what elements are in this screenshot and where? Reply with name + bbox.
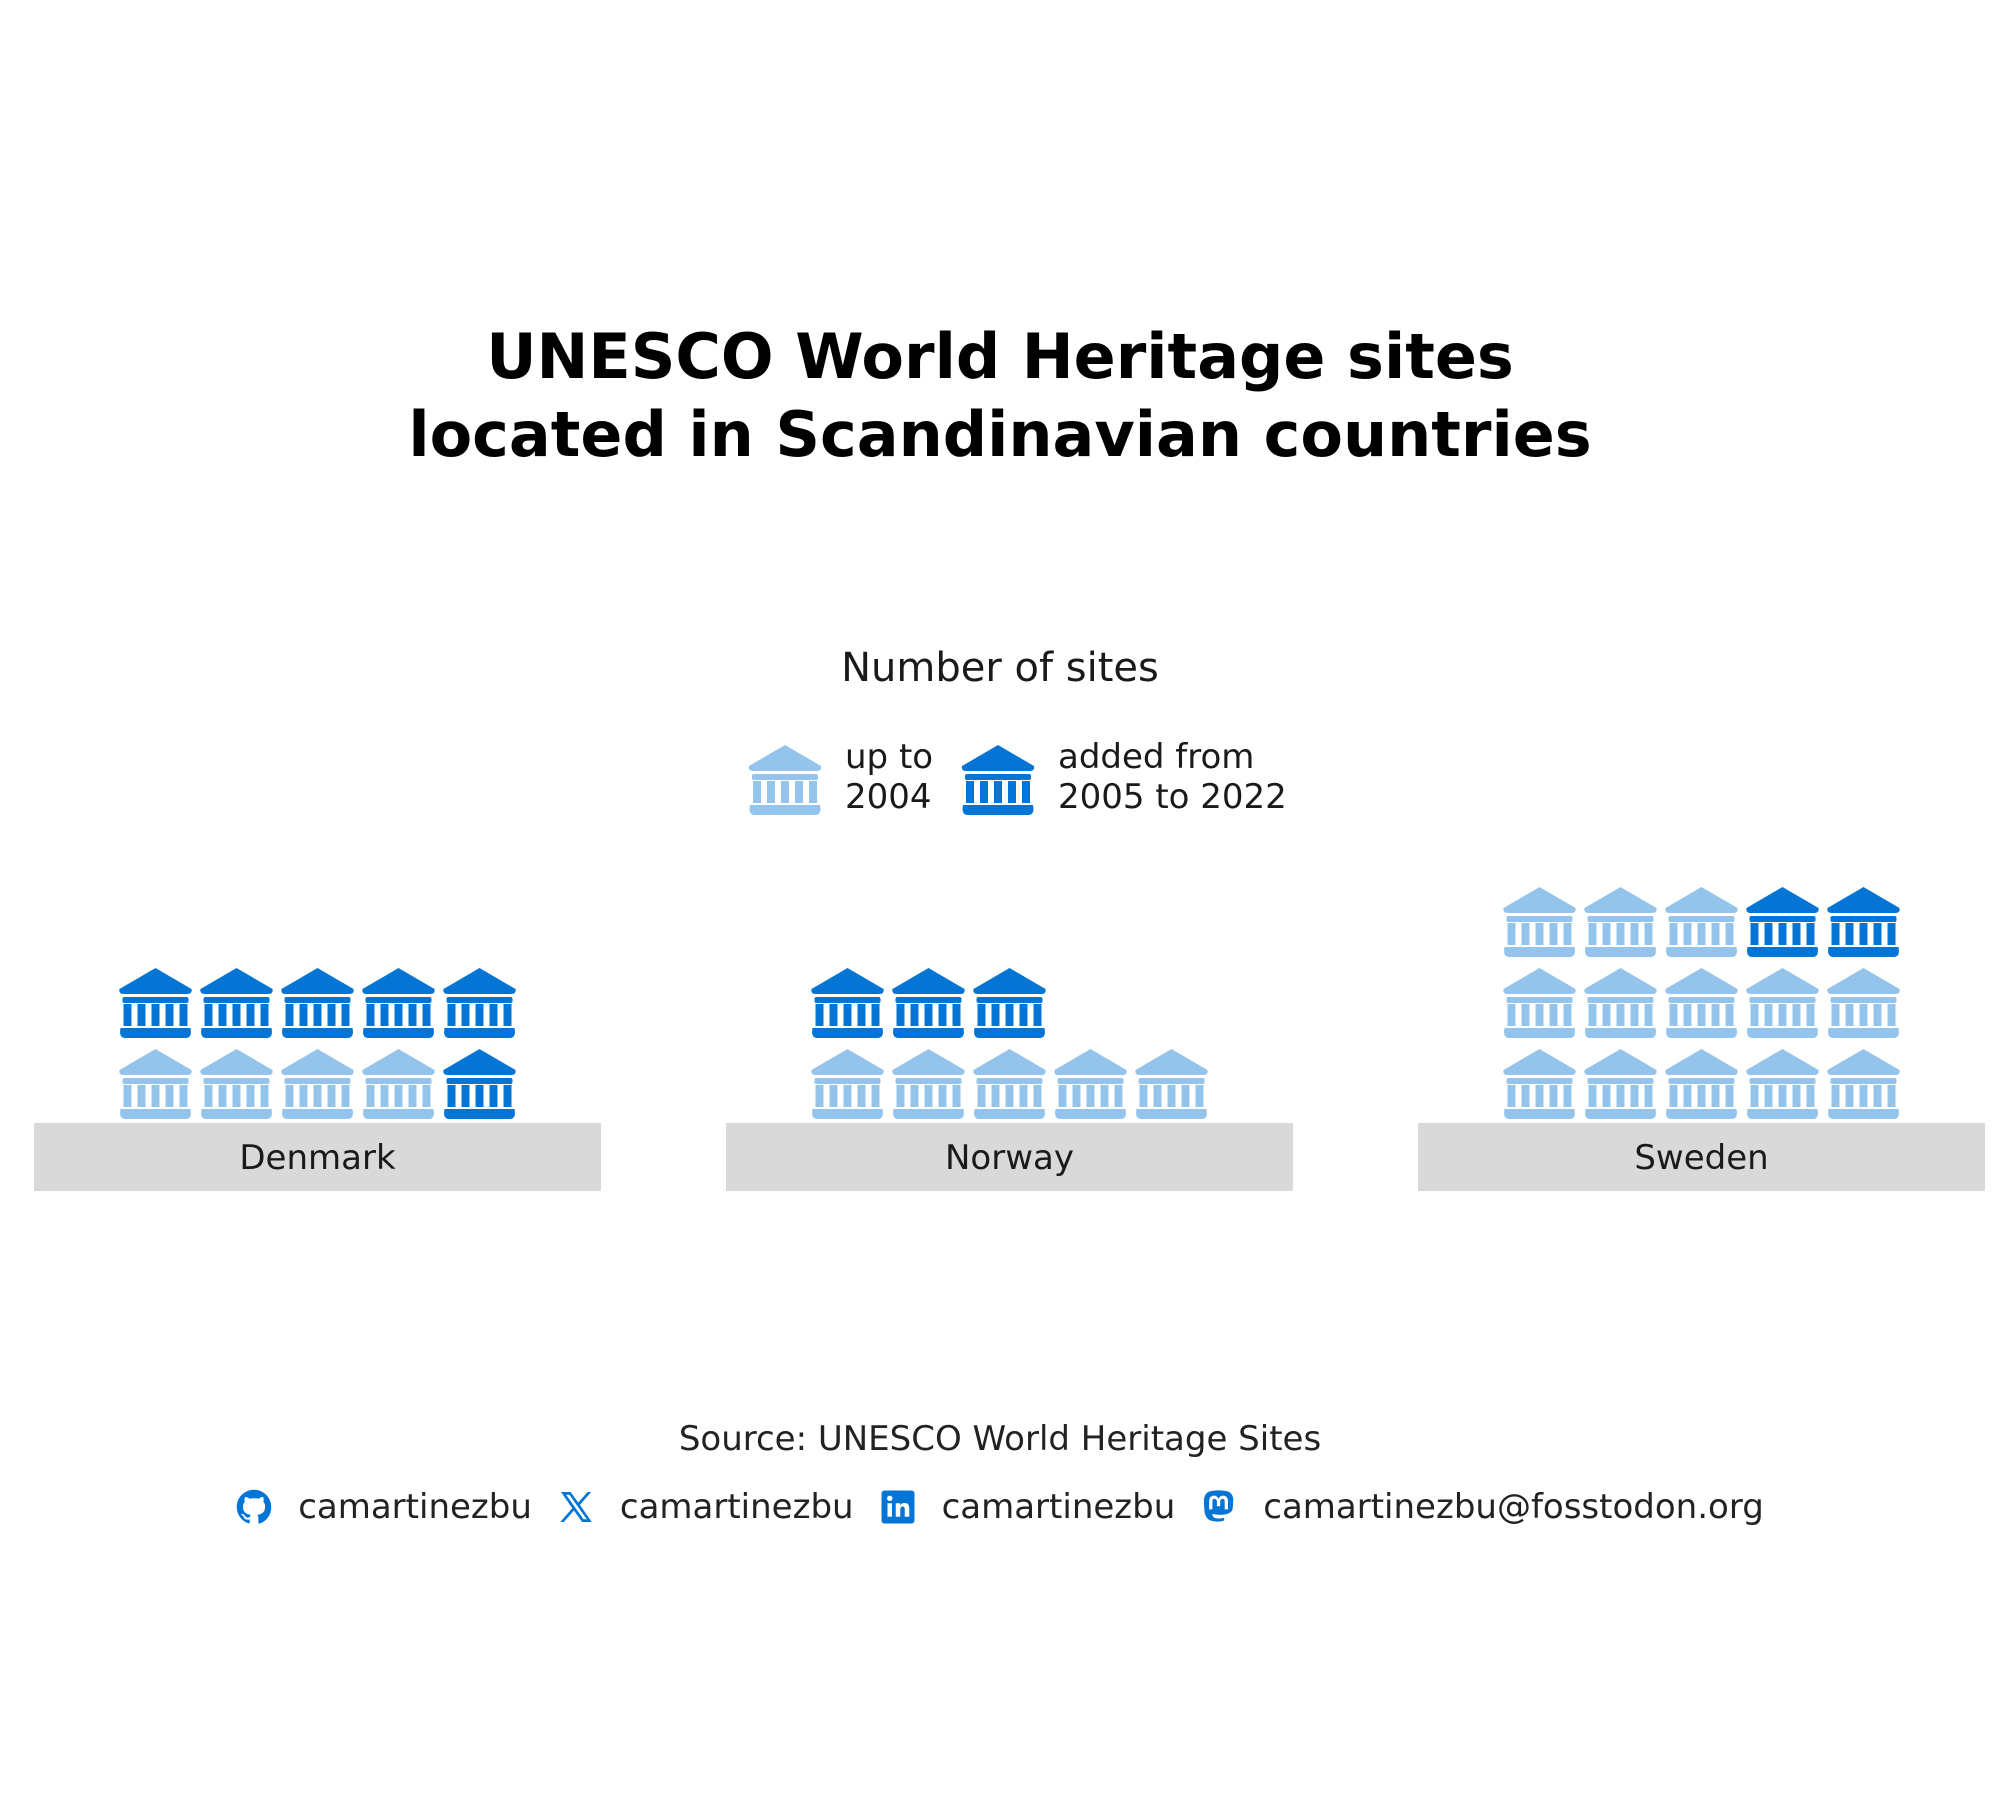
site-icon-sweden-4 — [1746, 1049, 1819, 1119]
legend-title: Number of sites — [841, 645, 1159, 691]
chart-title: UNESCO World Heritage sites located in S… — [0, 318, 2000, 474]
legend-label-added-line-1: added from — [1058, 737, 1255, 777]
site-icon-sweden-13 — [1665, 887, 1738, 957]
social-mastodon-handle: camartinezbu@fosstodon.org — [1263, 1487, 1764, 1527]
site-icon-sweden-9 — [1746, 968, 1819, 1038]
mastodon-icon — [1204, 1490, 1234, 1522]
site-icon-norway-4 — [1054, 1049, 1127, 1119]
site-icon-sweden-8 — [1665, 968, 1738, 1038]
chart-title-line-2: located in Scandinavian countries — [408, 398, 1592, 471]
legend-label-added-line-2: 2005 to 2022 — [1058, 777, 1287, 817]
social-x-handle: camartinezbu — [619, 1487, 854, 1527]
social-linkedin[interactable]: camartinezbu — [880, 1487, 1176, 1527]
legend-label-up-to-2004-line-2: 2004 — [845, 777, 932, 817]
site-icon-sweden-7 — [1584, 968, 1657, 1038]
social-linkedin-handle: camartinezbu — [941, 1487, 1176, 1527]
github-icon — [236, 1489, 272, 1524]
site-icon-sweden-1 — [1503, 1049, 1576, 1119]
country-base-norway — [726, 1123, 1293, 1191]
site-icon-norway-7 — [892, 968, 965, 1038]
site-icon-denmark-3 — [281, 1049, 354, 1119]
site-icon-denmark-4 — [362, 1049, 435, 1119]
site-icon-denmark-5 — [443, 1049, 516, 1119]
site-icon-denmark-2 — [200, 1049, 273, 1119]
site-icon-denmark-6 — [119, 968, 192, 1038]
site-icon-sweden-10 — [1827, 968, 1900, 1038]
country-label-sweden: Sweden — [1634, 1138, 1768, 1178]
site-icon-sweden-12 — [1584, 887, 1657, 957]
site-icon-denmark-8 — [281, 968, 354, 1038]
site-icon-norway-2 — [892, 1049, 965, 1119]
site-icon-sweden-3 — [1665, 1049, 1738, 1119]
site-icon-norway-3 — [973, 1049, 1046, 1119]
social-github-handle: camartinezbu — [298, 1487, 532, 1527]
site-icon-denmark-1 — [119, 1049, 192, 1119]
country-base-denmark — [34, 1123, 601, 1191]
chart-title-line-1: UNESCO World Heritage sites — [486, 320, 1514, 393]
site-icon-norway-5 — [1135, 1049, 1208, 1119]
site-icon-denmark-9 — [362, 968, 435, 1038]
legend-label-up-to-2004: up to 2004 — [845, 737, 933, 817]
social-mastodon[interactable]: camartinezbu@fosstodon.org — [1201, 1487, 1764, 1527]
country-base-sweden — [1418, 1123, 1985, 1191]
site-icon-norway-6 — [811, 968, 884, 1038]
legend-label-added: added from 2005 to 2022 — [1058, 737, 1287, 817]
social-github[interactable]: camartinezbu — [236, 1487, 532, 1527]
site-icon-norway-8 — [973, 968, 1046, 1038]
site-icon-sweden-6 — [1503, 968, 1576, 1038]
social-x[interactable]: camartinezbu — [558, 1487, 854, 1527]
site-icon-sweden-5 — [1827, 1049, 1900, 1119]
site-icon-sweden-11 — [1503, 887, 1576, 957]
linkedin-icon — [881, 1490, 915, 1524]
x-icon — [560, 1492, 592, 1522]
country-label-denmark: Denmark — [239, 1138, 396, 1178]
site-icon-denmark-7 — [200, 968, 273, 1038]
site-icon-sweden-2 — [1584, 1049, 1657, 1119]
legend-label-up-to-2004-line-1: up to — [845, 737, 934, 777]
country-label-norway: Norway — [945, 1138, 1074, 1178]
source-caption: Source: UNESCO World Heritage Sites — [678, 1419, 1322, 1459]
social-links: camartinezbu camartinezbu camartinezbu c… — [0, 1487, 2000, 1527]
site-icon-sweden-14 — [1746, 887, 1819, 957]
site-icon-denmark-10 — [443, 968, 516, 1038]
site-icon-norway-1 — [811, 1049, 884, 1119]
site-icon-sweden-15 — [1827, 887, 1900, 957]
